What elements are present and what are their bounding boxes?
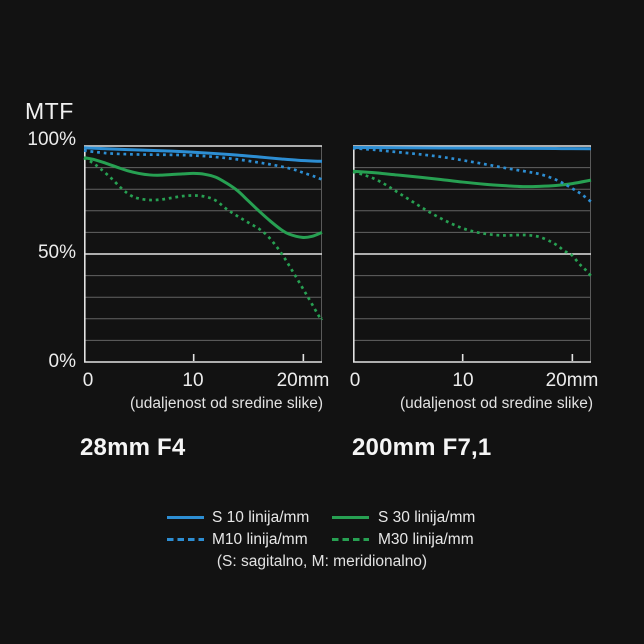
- mtf-heading: MTF: [25, 98, 74, 124]
- x-axis-caption-chart1: (udaljenost od sredine slike): [130, 395, 323, 412]
- legend-note: (S: sagitalno, M: meridionalno): [216, 553, 428, 570]
- y-tick-100: 100%: [27, 129, 76, 150]
- legend-label-s30: S 30 linija/mm: [378, 509, 476, 526]
- legend-line-m10: [167, 538, 204, 541]
- legend-label-m30: M30 linija/mm: [378, 531, 474, 548]
- x-axis-caption-chart2: (udaljenost od sredine slike): [400, 395, 593, 412]
- y-tick-0: 0%: [48, 351, 76, 372]
- x-tick-10-chart2: 10: [452, 370, 474, 391]
- mtf-plot-200mm: [352, 145, 593, 363]
- x-tick-0-chart2: 0: [349, 370, 361, 391]
- chart-title-200mm-f71: 200mm F7,1: [352, 434, 492, 461]
- x-tick-20mm-chart1: 20mm: [276, 370, 330, 391]
- x-tick-10-chart1: 10: [182, 370, 204, 391]
- x-tick-0-chart1: 0: [82, 370, 94, 391]
- chart-title-28mm-f4: 28mm F4: [80, 434, 186, 461]
- legend-line-m30: [332, 538, 369, 541]
- legend-line-s10: [167, 516, 204, 519]
- mtf-plot-28mm: [83, 145, 324, 363]
- x-tick-20mm-chart2: 20mm: [545, 370, 599, 391]
- y-tick-50: 50%: [37, 242, 76, 263]
- legend-label-m10: M10 linija/mm: [212, 531, 308, 548]
- legend-label-s10: S 10 linija/mm: [212, 509, 310, 526]
- legend-line-s30: [332, 516, 369, 519]
